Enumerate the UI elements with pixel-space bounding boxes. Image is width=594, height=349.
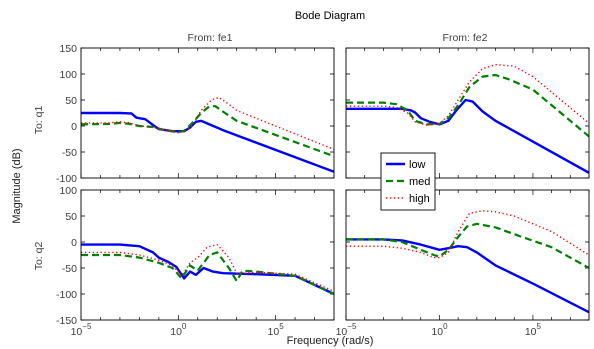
y-tick-label: 100 [59, 185, 77, 197]
y-tick-label: 150 [59, 43, 77, 55]
legend-label-high: high [409, 193, 430, 205]
subplot-r2c2: 10−5 100 105 [336, 189, 590, 338]
plot-area [81, 190, 334, 320]
legend: low med high [380, 152, 436, 211]
series-line-low [346, 238, 589, 314]
axes-frame [80, 189, 335, 321]
y-axis-label: Magnitude (dB) [11, 148, 23, 223]
x-tick-label: 105 [268, 322, 285, 338]
y-tick-label: 100 [59, 69, 77, 81]
y-tick-label: -50 [62, 147, 77, 159]
y-tick-label: 0 [71, 121, 77, 133]
legend-label-low: low [409, 159, 426, 171]
series-line-high [346, 210, 589, 259]
chart-title: Bode Diagram [295, 10, 365, 22]
subplot-r1c1: -100 -50 0 50 100 150 [56, 43, 335, 185]
y-tick-label: -150 [56, 315, 77, 327]
row-title-q1: To: q1 [33, 106, 45, 135]
y-tick-label: 50 [65, 211, 77, 223]
y-tick-label: -50 [62, 263, 77, 275]
y-tick-label: -100 [56, 289, 77, 301]
series-line-high [81, 96, 334, 151]
legend-label-med: med [409, 176, 430, 188]
y-tick-label: 50 [65, 95, 77, 107]
row-title-q2: To: q2 [33, 242, 45, 271]
axes-frame [345, 189, 590, 321]
x-tick-label: 105 [525, 322, 542, 338]
y-tick-label: 0 [71, 237, 77, 249]
x-axis-label: Frequency (rad/s) [287, 335, 374, 347]
x-tick-label: 100 [170, 322, 187, 338]
axes-frame [80, 47, 335, 179]
x-tick-label: 100 [431, 322, 448, 338]
series-line-med [81, 251, 334, 295]
plot-area [346, 190, 589, 320]
series-line-high [346, 63, 589, 126]
y-tick-label: -100 [56, 173, 77, 185]
axes-frame [345, 47, 590, 179]
series-line-low [346, 98, 589, 174]
series-line-med [346, 73, 589, 138]
column-title-fe1: From: fe1 [188, 32, 233, 44]
series-line-med [346, 222, 589, 269]
column-title-fe2: From: fe2 [443, 32, 488, 44]
